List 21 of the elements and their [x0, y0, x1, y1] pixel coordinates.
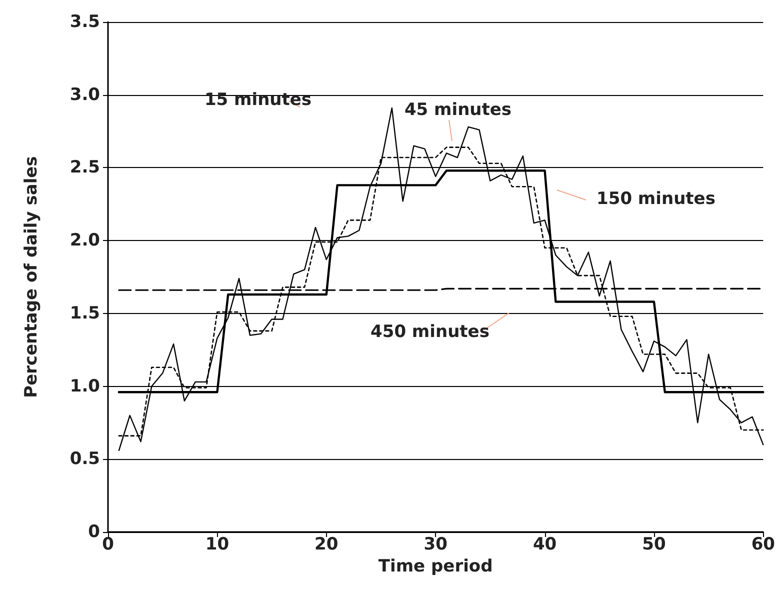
text: 150 minutes	[596, 189, 716, 209]
y-tick-label: 2.5	[70, 158, 100, 178]
y-tick-label: 3.0	[70, 84, 100, 105]
y-tick-label: 0	[88, 522, 100, 542]
x-tick-label: 10	[205, 534, 230, 554]
y-tick-label: 1.5	[70, 303, 100, 324]
y-tick-label: 0.5	[70, 449, 100, 470]
x-tick-label: 20	[314, 534, 338, 554]
text: 45 minutes	[404, 100, 512, 120]
y-tick-label: 3.5	[70, 12, 100, 32]
series-label: 450 minutes	[370, 322, 490, 342]
y-axis-title: Percentage of daily sales	[22, 156, 42, 398]
y-tick-label: 2.0	[70, 230, 100, 251]
x-tick-label: 50	[642, 534, 666, 554]
text: 15 minutes	[204, 90, 312, 110]
x-tick-label: 40	[532, 534, 557, 554]
x-axis-title: Time period	[378, 556, 493, 576]
x-tick-label: 60	[751, 534, 776, 554]
x-tick-label: 0	[102, 534, 114, 554]
y-tick-label: 1.0	[70, 376, 100, 396]
x-tick-label: 30	[424, 534, 448, 554]
